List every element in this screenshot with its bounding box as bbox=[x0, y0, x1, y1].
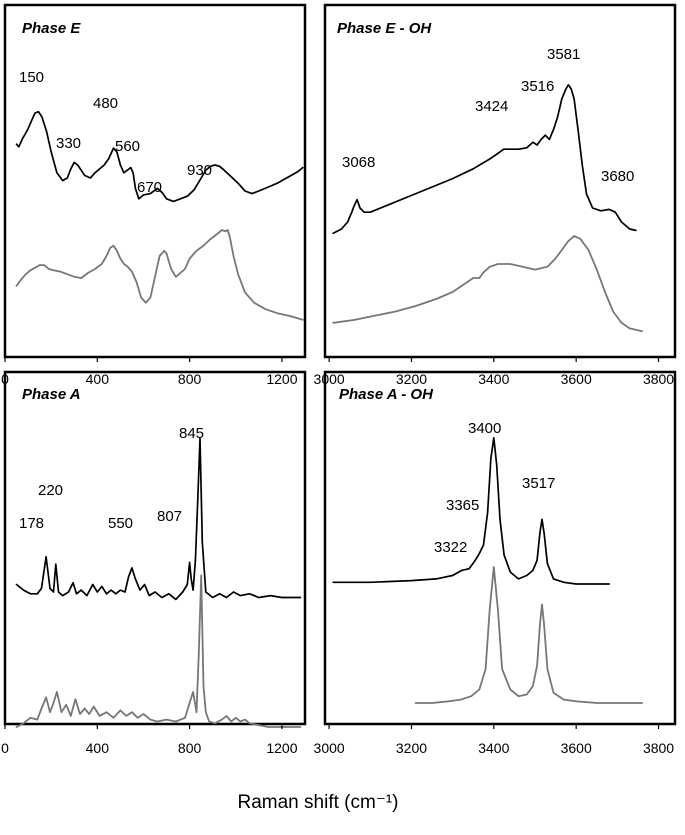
peak-label: 480 bbox=[93, 95, 118, 112]
x-tick-label: 800 bbox=[178, 740, 202, 756]
peak-label: 220 bbox=[38, 482, 63, 499]
x-axis-title: Raman shift (cm⁻¹) bbox=[238, 792, 399, 813]
x-tick-label: 3400 bbox=[478, 371, 509, 387]
spectrum-line-black bbox=[332, 436, 610, 585]
panel-frame bbox=[3, 370, 307, 726]
x-tick-label: 3800 bbox=[643, 740, 674, 756]
peak-label: 550 bbox=[108, 515, 133, 532]
x-tick-label: 3600 bbox=[561, 371, 592, 387]
spectrum-line-gray bbox=[15, 229, 304, 321]
spectrum-line-gray bbox=[15, 574, 302, 728]
peak-label: 807 bbox=[157, 508, 182, 525]
peak-label: 178 bbox=[19, 515, 44, 532]
x-tick-label: 1200 bbox=[266, 371, 297, 387]
panel-title: Phase A - OH bbox=[339, 386, 434, 403]
x-tick-label: 400 bbox=[86, 371, 110, 387]
panel-frame bbox=[323, 370, 677, 726]
spectrum-line-gray bbox=[332, 235, 643, 333]
panel-frame bbox=[323, 3, 677, 359]
panel-frame bbox=[3, 3, 307, 359]
x-tick-label: 3200 bbox=[396, 740, 427, 756]
peak-label: 3400 bbox=[468, 420, 501, 437]
peak-label: 150 bbox=[19, 69, 44, 86]
x-tick-label: 800 bbox=[178, 371, 202, 387]
x-tick-label: 3200 bbox=[396, 371, 427, 387]
x-tick-label: 3400 bbox=[478, 740, 509, 756]
panel-phase-e: Phase E 150 330 480 560 670 930 0 400 800 1… bbox=[1, 3, 307, 387]
x-tick-label: 1200 bbox=[266, 740, 297, 756]
peak-label: 3516 bbox=[521, 78, 554, 95]
panel-phase-a: Phase A 178 220 550 807 845 0 400 800 1200 bbox=[1, 370, 307, 756]
peak-label: 3068 bbox=[342, 154, 375, 171]
x-tick-label: 0 bbox=[1, 740, 9, 756]
x-tick-label: 3800 bbox=[643, 371, 674, 387]
panel-title: Phase E - OH bbox=[337, 20, 432, 37]
x-tick-label: 3000 bbox=[314, 740, 345, 756]
peak-label: 3424 bbox=[475, 98, 508, 115]
peak-label: 3581 bbox=[547, 46, 580, 63]
peak-label: 845 bbox=[179, 425, 204, 442]
peak-label: 330 bbox=[56, 135, 81, 152]
spectrum-line-black bbox=[15, 110, 304, 203]
spectrum-line-black bbox=[332, 83, 637, 235]
x-tick-label: 400 bbox=[86, 740, 110, 756]
spectrum-line-black bbox=[15, 437, 302, 601]
panel-title: Phase E bbox=[22, 20, 81, 37]
peak-label: 3517 bbox=[522, 475, 555, 492]
panel-title: Phase A bbox=[22, 386, 81, 403]
panel-phase-a-oh: Phase A - OH 3322 3365 3400 3517 3000 320… bbox=[314, 370, 677, 756]
x-tick-label: 3600 bbox=[561, 740, 592, 756]
peak-label: 930 bbox=[187, 162, 212, 179]
spectrum-line-gray bbox=[414, 566, 643, 704]
peak-label: 3680 bbox=[601, 168, 634, 185]
peak-label: 3322 bbox=[434, 539, 467, 556]
peak-label: 3365 bbox=[446, 497, 479, 514]
peak-label: 670 bbox=[137, 179, 162, 196]
panel-phase-e-oh: Phase E - OH 3068 3424 3516 3581 3680 30… bbox=[314, 3, 677, 387]
x-tick-label: 3000 bbox=[314, 371, 345, 387]
peak-label: 560 bbox=[115, 138, 140, 155]
